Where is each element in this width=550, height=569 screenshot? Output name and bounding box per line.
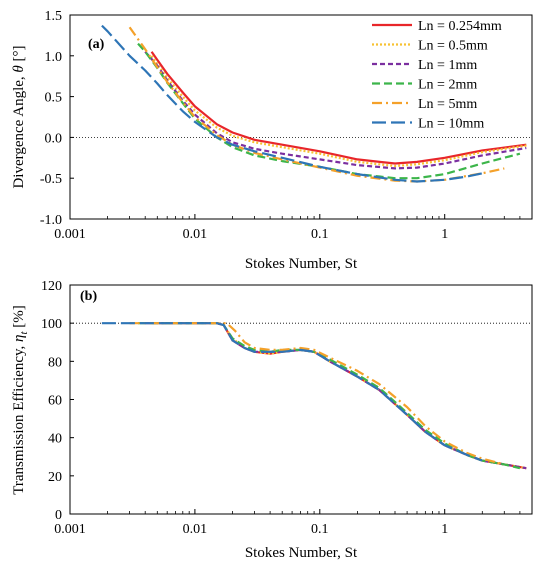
y-tick-label: 0.0 (45, 131, 63, 146)
series-line-ln-5mm (129, 322, 505, 466)
panel-label-b: (b) (80, 289, 97, 304)
x-tick-label: 0.01 (183, 227, 208, 242)
y-ticks-b: 0 20 40 60 80 100 120 (41, 279, 74, 523)
x-tick-label: 0.1 (311, 227, 329, 242)
legend-label: Ln = 0.254mm (418, 19, 502, 34)
legend-label: Ln = 1mm (418, 58, 477, 73)
series-line-ln-1mm (144, 50, 527, 170)
transmission-efficiency-chart: 0 20 40 60 80 100 120 0.001 0.01 0.1 1 (b) Stokes… (11, 279, 533, 561)
y-axis-title-a: Divergence Angle, θ [°] (11, 45, 27, 188)
y-tick-label: -0.5 (40, 172, 62, 187)
y-tick-label: 0 (55, 508, 62, 523)
series-line-ln-5mm (128, 26, 505, 183)
x-tick-label: 0.001 (54, 522, 86, 537)
y-tick-label: 1.5 (45, 9, 63, 24)
series-line-ln-10mm (101, 24, 483, 183)
legend-label: Ln = 2mm (418, 78, 477, 93)
x-ticks-a: 0.001 0.01 0.1 1 (54, 214, 521, 242)
x-tick-label: 0.1 (311, 522, 329, 537)
x-tick-label: 1 (441, 522, 448, 537)
series-line-ln-10mm (101, 322, 483, 462)
y-tick-label: 0.5 (45, 91, 63, 106)
legend-label: Ln = 5mm (418, 97, 477, 112)
series-lines-a (101, 24, 527, 183)
x-tick-label: 0.001 (54, 227, 86, 242)
y-tick-label: 100 (41, 317, 62, 332)
series-line-ln-2mm (138, 322, 521, 470)
plot-area-a (69, 14, 533, 220)
y-ticks-a: -1.0 -0.5 0.0 0.5 1.0 1.5 (40, 9, 74, 228)
y-tick-label: 120 (41, 279, 62, 294)
y-tick-label: 80 (48, 355, 62, 370)
x-tick-label: 1 (441, 227, 448, 242)
series-lines-b (101, 322, 527, 470)
legend: Ln = 0.254mm Ln = 0.5mm Ln = 1mm Ln = 2mm Ln… (372, 19, 502, 132)
series-line-ln-0-254mm (151, 322, 527, 470)
panel-label-a: (a) (88, 37, 105, 52)
plot-area-b (69, 284, 533, 515)
y-tick-label: 20 (48, 470, 62, 485)
x-ticks-b: 0.001 0.01 0.1 1 (54, 509, 521, 537)
y-tick-label: 40 (48, 432, 62, 447)
legend-label: Ln = 0.5mm (418, 39, 488, 54)
x-tick-label: 0.01 (183, 522, 208, 537)
series-line-ln-0-5mm (151, 322, 527, 470)
series-line-ln-0-254mm (150, 51, 527, 165)
series-line-ln-0-5mm (150, 55, 527, 168)
divergence-angle-chart: -1.0 -0.5 0.0 0.5 1.0 1.5 0.001 0.01 0.1 1 (a) S… (11, 9, 533, 272)
y-axis-title-b: Transmission Efficiency, ηt [%] (11, 305, 30, 495)
y-tick-label: 60 (48, 394, 62, 409)
x-axis-title-b: Stokes Number, St (245, 545, 358, 561)
y-tick-label: -1.0 (40, 213, 62, 228)
x-axis-title-a: Stokes Number, St (245, 256, 358, 272)
series-line-ln-1mm (145, 322, 527, 470)
y-tick-label: 1.0 (45, 50, 63, 65)
legend-label: Ln = 10mm (418, 117, 484, 132)
